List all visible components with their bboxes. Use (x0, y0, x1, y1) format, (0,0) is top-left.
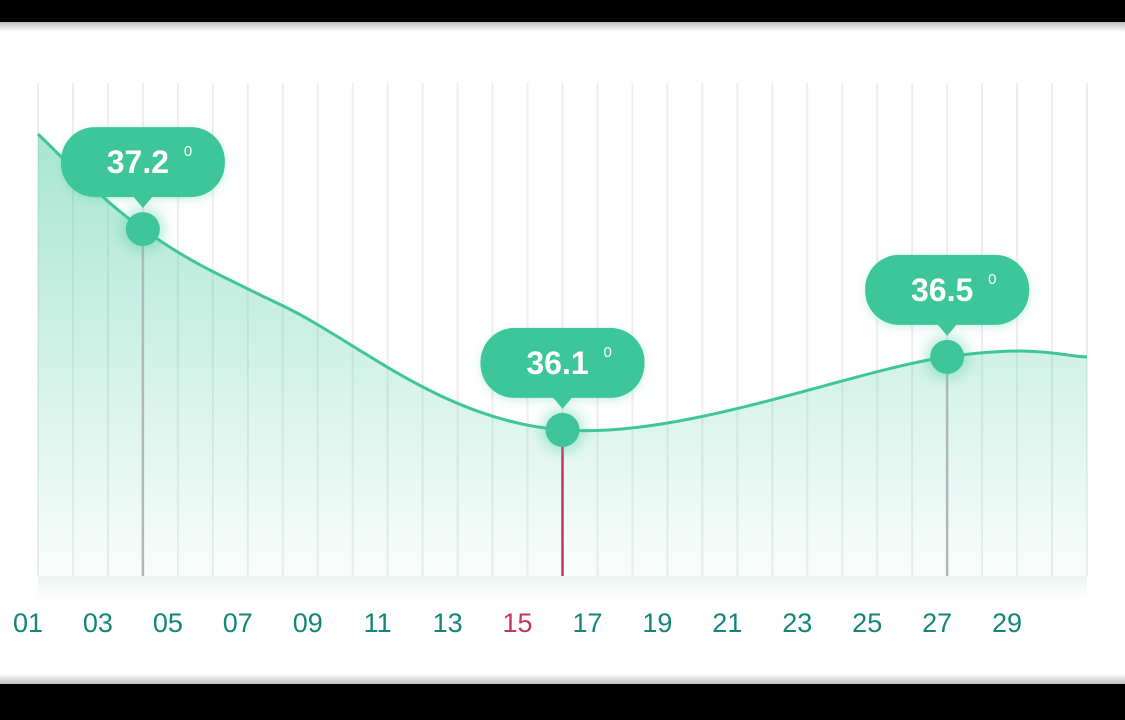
data-point[interactable] (125, 212, 160, 247)
bubble-body (60, 127, 225, 198)
bottom-border (0, 674, 1125, 720)
x-tick-label: 17 (572, 608, 602, 638)
x-tick-label: 03 (83, 608, 113, 638)
x-tick-label: 05 (153, 608, 183, 638)
annotation-layer: 37.2 036.1 036.5 0 (60, 127, 1030, 409)
area-layer (36, 133, 1088, 608)
x-tick-label: 15 (503, 608, 533, 638)
x-axis: 01 03 05 07 09 11 13 15 17 19 21 23 25 27 29 (13, 608, 1022, 638)
x-tick-label: 27 (922, 608, 952, 638)
bubble-body (865, 254, 1030, 325)
bubble-value: 36.1 (526, 345, 588, 381)
x-tick-label: 21 (712, 608, 742, 638)
bubble-pointer (132, 196, 153, 209)
x-tick-label: 09 (293, 608, 323, 638)
top-border (0, 0, 1125, 32)
bubble-value: 36.5 (911, 272, 973, 308)
value-bubble: 37.2 0 (60, 127, 225, 209)
axis-band (38, 576, 1087, 608)
marker-layer (120, 207, 970, 576)
x-tick-label: 19 (642, 608, 672, 638)
x-tick-label: 13 (433, 608, 463, 638)
x-tick-label: 11 (364, 608, 392, 638)
value-bubble: 36.1 0 (480, 327, 645, 409)
x-tick-label: 23 (782, 608, 812, 638)
data-point[interactable] (930, 339, 965, 374)
bubble-body (480, 327, 645, 398)
x-tick-label: 25 (852, 608, 882, 638)
bubble-pointer (937, 323, 958, 336)
bubble-value: 37.2 (107, 144, 169, 180)
area-fill (38, 134, 1087, 577)
value-bubble: 36.5 0 (865, 254, 1030, 336)
bubble-unit: 0 (604, 344, 612, 361)
x-tick-label: 29 (992, 608, 1022, 638)
data-point[interactable] (545, 412, 580, 447)
x-tick-label: 01 (13, 608, 43, 638)
bubble-unit: 0 (988, 271, 996, 288)
x-tick-label: 07 (223, 608, 253, 638)
bubble-pointer (552, 396, 573, 409)
bubble-unit: 0 (184, 143, 192, 160)
